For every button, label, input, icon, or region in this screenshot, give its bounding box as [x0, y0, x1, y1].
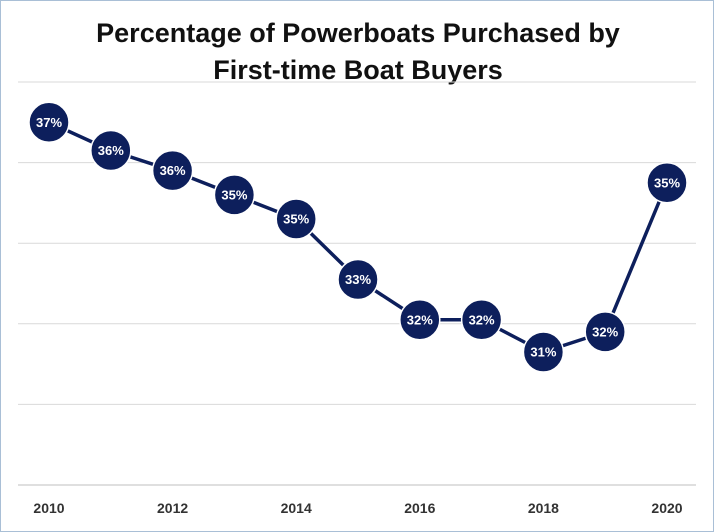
- x-tick-label: 2018: [528, 500, 559, 516]
- data-point-marker: [28, 101, 70, 144]
- gridlines: [18, 81, 696, 486]
- x-tick-label: 2016: [404, 500, 435, 516]
- x-tick-label: 2012: [157, 500, 188, 516]
- data-point-marker: [460, 299, 503, 341]
- data-point-marker: [337, 258, 379, 301]
- data-label: 35%: [221, 187, 247, 202]
- data-label: 32%: [592, 324, 618, 339]
- data-label: 35%: [654, 175, 680, 190]
- data-point-marker: [399, 299, 441, 341]
- data-label: 31%: [530, 345, 556, 360]
- data-point-marker: [213, 174, 256, 216]
- x-tick-label: 2020: [651, 500, 682, 516]
- data-point-marker: [275, 198, 317, 240]
- x-axis: 2010 2012 2014 2016 2018 2020: [33, 500, 682, 516]
- data-label: 35%: [283, 212, 309, 227]
- data-markers: 37% 36% 36% 35% 35% 33% 32% 32% 31% 32% 35%: [28, 101, 688, 373]
- series-polyline: [48, 120, 669, 354]
- data-point-marker: [584, 311, 626, 353]
- chart-title-line-2: First-time Boat Buyers: [213, 55, 503, 85]
- data-label: 32%: [407, 312, 433, 327]
- data-label: 36%: [98, 143, 124, 158]
- data-label: 37%: [36, 115, 62, 130]
- data-point-marker: [151, 149, 194, 192]
- x-tick-label: 2014: [281, 500, 312, 516]
- chart-title: Percentage of Powerboats Purchased by Fi…: [1, 15, 714, 89]
- data-label: 33%: [345, 272, 371, 287]
- data-point-marker: [646, 162, 688, 204]
- x-tick-label: 2010: [33, 500, 64, 516]
- data-point-marker: [90, 129, 132, 172]
- data-point-marker: [522, 331, 565, 373]
- data-label: 36%: [160, 163, 186, 178]
- series-line: [48, 120, 669, 354]
- chart-title-line-1: Percentage of Powerboats Purchased by: [96, 18, 620, 48]
- data-label: 32%: [469, 312, 495, 327]
